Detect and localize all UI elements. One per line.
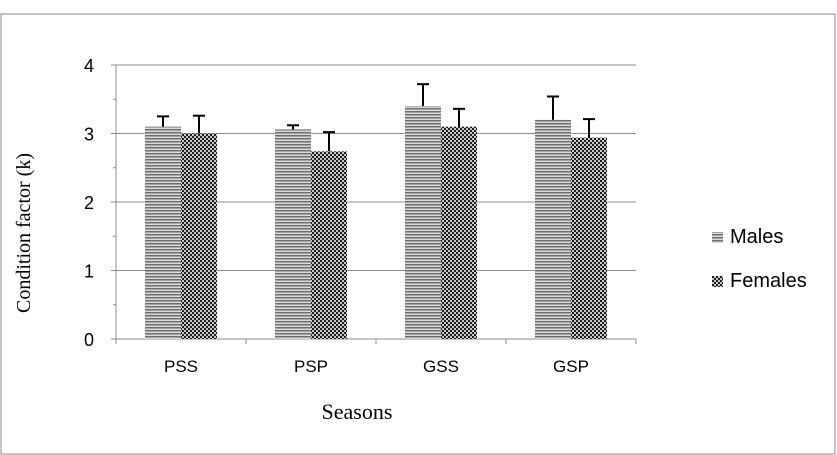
tick-labels: 0 1 2 3 4 PSS PSP GSS GSP [84, 56, 589, 376]
legend: Males Females [712, 226, 807, 292]
y-tick-label: 1 [84, 262, 94, 282]
bar-males [275, 129, 311, 339]
x-tick-label: GSS [423, 357, 459, 376]
y-tick-label: 4 [84, 56, 94, 76]
bar-females [311, 151, 347, 339]
bar-males [405, 106, 441, 339]
x-tick-label: GSP [553, 357, 589, 376]
bar-males [145, 126, 181, 340]
x-tick-label: PSP [294, 357, 328, 376]
bar-females [181, 133, 217, 339]
bar-females [571, 137, 607, 339]
y-axis-label: Condition factor (k) [13, 153, 35, 313]
bars [145, 83, 607, 340]
y-tick-label: 0 [84, 330, 94, 350]
x-tick-label: PSS [164, 357, 198, 376]
bar-males [535, 119, 571, 339]
x-axis-label: Seasons [322, 399, 393, 424]
chart-frame [0, 13, 836, 455]
y-tick-label: 3 [84, 125, 94, 145]
legend-swatch-males [712, 232, 723, 243]
legend-label-males: Males [730, 226, 783, 248]
legend-swatch-females [712, 276, 723, 287]
bar-females [441, 126, 477, 340]
legend-label-females: Females [730, 270, 807, 292]
y-tick-label: 2 [84, 193, 94, 213]
